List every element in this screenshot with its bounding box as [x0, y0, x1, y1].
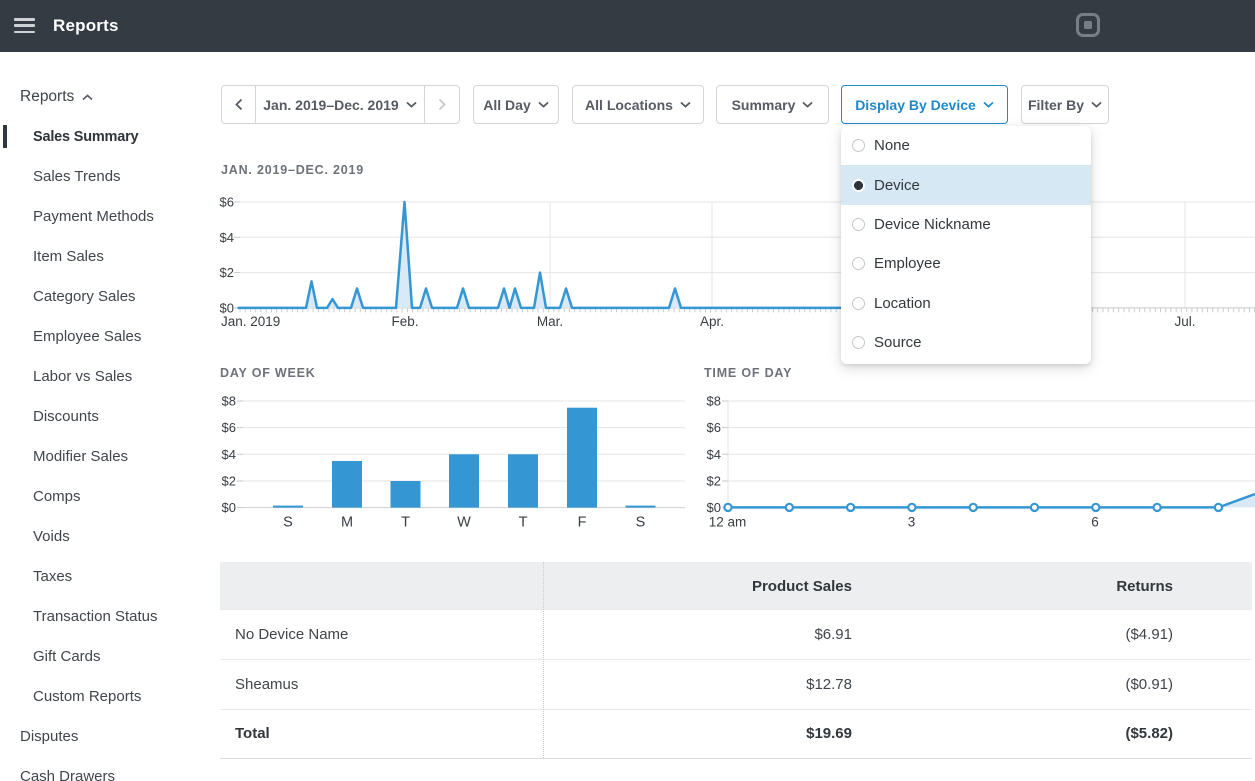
svg-text:$6: $6: [222, 420, 236, 435]
svg-text:T: T: [519, 515, 528, 531]
svg-text:$4: $4: [707, 447, 721, 462]
svg-text:S: S: [283, 515, 293, 531]
svg-text:Jan. 2019: Jan. 2019: [221, 314, 280, 329]
svg-text:6: 6: [1091, 515, 1099, 530]
svg-text:$8: $8: [707, 395, 721, 409]
svg-text:$2: $2: [222, 474, 236, 489]
svg-text:$0: $0: [707, 500, 721, 515]
svg-text:Apr.: Apr.: [700, 314, 724, 329]
svg-text:Feb.: Feb.: [391, 314, 418, 329]
svg-text:F: F: [578, 515, 587, 531]
svg-text:$0: $0: [220, 300, 234, 315]
svg-text:T: T: [401, 515, 410, 531]
svg-text:W: W: [457, 515, 471, 531]
svg-text:$4: $4: [222, 447, 236, 462]
svg-text:3: 3: [908, 515, 916, 530]
svg-text:$0: $0: [222, 500, 236, 515]
svg-text:Mar.: Mar.: [537, 314, 563, 329]
svg-text:$6: $6: [220, 195, 234, 210]
svg-text:$2: $2: [707, 474, 721, 489]
svg-text:S: S: [636, 515, 646, 531]
svg-text:$4: $4: [220, 230, 234, 245]
svg-text:12 am: 12 am: [709, 515, 747, 530]
svg-text:M: M: [341, 515, 353, 531]
svg-text:$6: $6: [707, 420, 721, 435]
svg-text:$8: $8: [222, 395, 236, 409]
svg-text:$2: $2: [220, 265, 234, 280]
svg-text:Jul.: Jul.: [1174, 314, 1195, 329]
